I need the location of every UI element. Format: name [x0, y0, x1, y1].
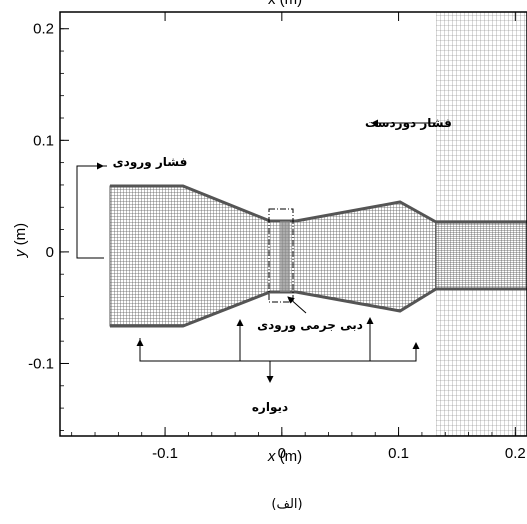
- y-tick-label: -0.1: [28, 355, 54, 372]
- x-tick-label: 0: [278, 445, 286, 462]
- mass-flow-arrow: [287, 296, 307, 314]
- x-ticks: -0.1 0 0.1 0.2: [71, 12, 526, 462]
- far-field-label: فشار دوردست: [365, 116, 452, 131]
- wall-label: دیواره: [252, 400, 288, 415]
- throat-mesh: [280, 221, 290, 292]
- inlet-pressure-label: فشار ورودی: [113, 155, 188, 170]
- x-axis-title: x (m): [267, 448, 302, 465]
- y-tick-label: 0: [46, 244, 54, 261]
- figure-caption: (الف): [271, 497, 302, 512]
- wall-bracket: [136, 317, 420, 383]
- inlet-pressure-bracket: [76, 165, 107, 259]
- x-tick-label: 0.1: [388, 445, 409, 462]
- nozzle-mesh: [109, 185, 437, 327]
- mass-flow-label: دبی جرمی ورودی: [257, 318, 363, 333]
- y-tick-label: 0.2: [33, 21, 54, 38]
- y-axis-title: y (m): [12, 223, 29, 258]
- y-tick-label: 0.1: [33, 132, 54, 149]
- y-ticks: 0.2 0.1 0 -0.1: [28, 21, 69, 431]
- x-tick-label: -0.1: [152, 445, 178, 462]
- x-tick-label: 0.2: [505, 445, 526, 462]
- mass-flow-inlet-box: [268, 208, 294, 303]
- plot-frame: [59, 11, 527, 437]
- outlet-mesh-band: [436, 222, 527, 289]
- top-axis-label: x (m): [268, 0, 302, 8]
